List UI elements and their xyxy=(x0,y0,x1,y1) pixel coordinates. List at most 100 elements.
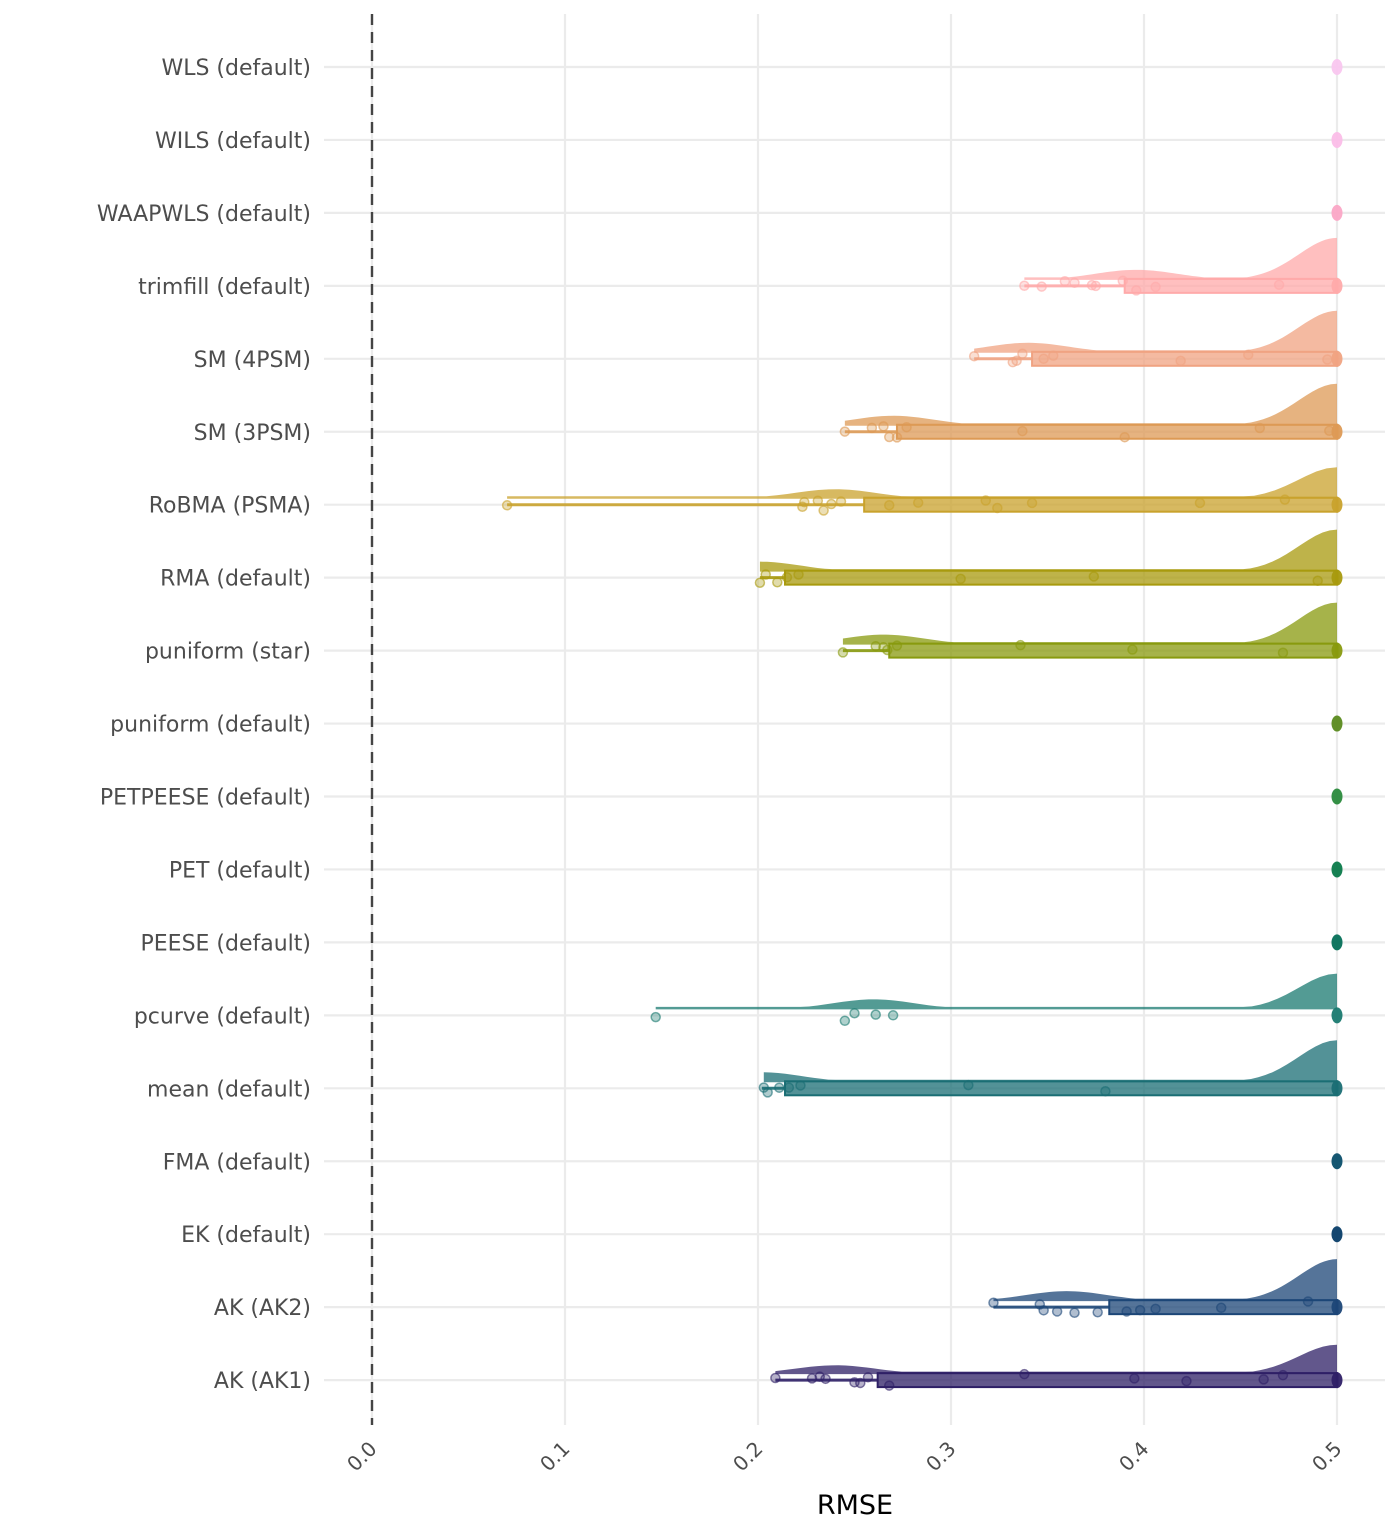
data-point xyxy=(1069,277,1080,289)
y-tick-label: SM (3PSM) xyxy=(194,421,311,446)
data-point xyxy=(820,1373,831,1385)
data-point xyxy=(870,640,881,652)
data-point xyxy=(1273,279,1285,291)
y-tick-label: WAAPWLS (default) xyxy=(97,202,311,227)
data-point xyxy=(883,500,895,511)
series-group xyxy=(1331,861,1343,878)
data-point xyxy=(992,502,1003,514)
y-tick-label: mean (default) xyxy=(147,1077,311,1102)
y-tick-label: AK (AK2) xyxy=(214,1296,311,1321)
data-point xyxy=(781,572,793,583)
data-point xyxy=(799,496,810,508)
data-point xyxy=(818,505,829,516)
data-point xyxy=(1069,1307,1080,1319)
density-area xyxy=(655,973,1337,1010)
series-group xyxy=(1331,934,1343,951)
y-tick-label: pcurve (default) xyxy=(134,1004,311,1029)
data-point xyxy=(760,569,771,580)
data-point xyxy=(793,569,804,580)
data-point xyxy=(1019,1368,1030,1380)
data-point xyxy=(1051,1306,1063,1317)
density-area xyxy=(842,602,1337,645)
data-point xyxy=(1088,571,1100,582)
data-point xyxy=(773,1082,785,1093)
data-point xyxy=(1019,280,1030,291)
x-tick-label: 0.3 xyxy=(921,1437,960,1476)
density-area xyxy=(1024,237,1337,280)
y-tick-label: puniform (star) xyxy=(145,640,311,665)
data-point xyxy=(912,497,924,508)
series-group xyxy=(770,1344,1343,1391)
data-point xyxy=(1331,131,1343,148)
data-point xyxy=(1017,348,1028,359)
data-point xyxy=(878,421,889,432)
grid-lines xyxy=(324,14,1385,1425)
data-point xyxy=(855,1377,866,1389)
data-point xyxy=(1242,349,1254,360)
data-point xyxy=(839,426,851,437)
box xyxy=(863,496,1339,513)
data-point xyxy=(963,1079,974,1091)
data-point xyxy=(1036,281,1047,292)
data-point xyxy=(883,1380,895,1391)
data-point xyxy=(1215,1302,1227,1314)
data-point xyxy=(837,647,849,658)
data-point xyxy=(1017,425,1028,437)
y-tick-label: RMA (default) xyxy=(160,567,311,592)
data-point xyxy=(883,431,895,443)
y-tick-label: RoBMA (PSMA) xyxy=(149,494,311,519)
data-point xyxy=(1011,355,1022,366)
density-area xyxy=(974,310,1337,353)
data-point xyxy=(762,1087,773,1098)
series-group xyxy=(1331,788,1343,805)
y-tick-label: trimfill (default) xyxy=(138,275,311,300)
data-point xyxy=(1026,497,1038,509)
data-point xyxy=(1127,644,1138,655)
data-point xyxy=(795,1080,806,1091)
x-tick-label: 0.0 xyxy=(342,1437,381,1476)
density-area xyxy=(759,529,1337,572)
data-point xyxy=(1092,1307,1103,1318)
series-group xyxy=(1019,237,1343,296)
y-tick-label: EK (default) xyxy=(181,1223,311,1248)
data-point xyxy=(1119,431,1130,443)
data-point xyxy=(1331,496,1343,513)
series-group xyxy=(1331,59,1343,75)
series-group xyxy=(650,973,1343,1027)
data-point xyxy=(839,1015,851,1027)
data-point xyxy=(901,421,912,433)
x-axis-title: RMSE xyxy=(817,1490,893,1521)
data-point xyxy=(754,577,766,589)
data-point xyxy=(891,640,903,651)
data-point xyxy=(882,644,893,656)
data-point xyxy=(1181,1375,1192,1387)
x-axis-tick-labels: 0.0 0.1 0.2 0.3 0.4 0.5 xyxy=(342,1437,1346,1476)
data-point xyxy=(1322,354,1333,365)
data-point xyxy=(812,495,824,506)
data-point xyxy=(1331,1007,1343,1024)
data-point xyxy=(1048,350,1059,361)
data-point xyxy=(887,1010,899,1021)
data-point xyxy=(814,1371,826,1382)
y-tick-label: WILS (default) xyxy=(155,129,311,154)
data-point xyxy=(1331,1153,1343,1170)
data-point xyxy=(650,1011,661,1023)
density-area xyxy=(775,1344,1337,1375)
data-point xyxy=(1015,639,1026,651)
data-point xyxy=(501,500,513,511)
data-point xyxy=(1331,715,1343,732)
series-group xyxy=(758,1040,1343,1098)
y-tick-label: FMA (default) xyxy=(163,1150,311,1175)
data-point xyxy=(835,496,847,507)
series-group xyxy=(1331,131,1343,148)
data-point xyxy=(1277,1369,1289,1381)
data-point xyxy=(1038,353,1049,365)
y-tick-label: PETPEESE (default) xyxy=(100,786,311,811)
data-point xyxy=(968,350,980,362)
box xyxy=(895,423,1339,440)
data-point xyxy=(1194,497,1206,509)
data-layer xyxy=(501,59,1343,1391)
y-tick-label: PEESE (default) xyxy=(141,931,312,956)
data-point xyxy=(1279,494,1291,505)
